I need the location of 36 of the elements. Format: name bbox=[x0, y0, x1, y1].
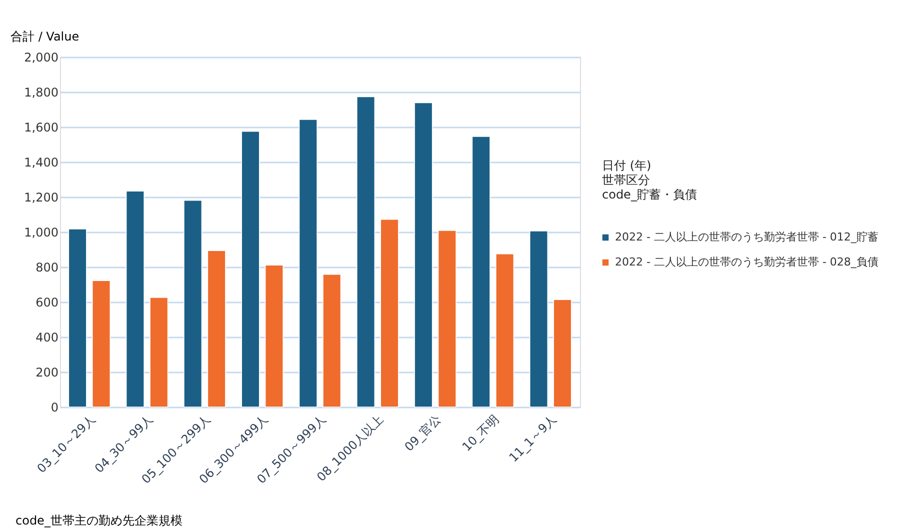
bar bbox=[322, 274, 342, 408]
bar bbox=[414, 102, 433, 408]
x-axis-title: code_世帯主の勤め先企業規模 bbox=[16, 514, 182, 528]
bar bbox=[92, 280, 111, 408]
bar bbox=[207, 250, 226, 408]
y-tick-label: 200 bbox=[36, 366, 58, 380]
y-tick-label: 800 bbox=[36, 260, 58, 274]
bar bbox=[438, 230, 456, 408]
bar bbox=[68, 228, 87, 408]
y-tick-label: 1,800 bbox=[24, 86, 58, 100]
bar bbox=[356, 96, 376, 408]
bar bbox=[150, 297, 168, 408]
legend-label: 2022 - 二人以上の世帯のうち勤労者世帯 - 028_負債 bbox=[615, 256, 878, 268]
bar bbox=[496, 253, 514, 408]
y-tick-label: 1,400 bbox=[24, 156, 58, 170]
bar bbox=[472, 136, 490, 408]
y-tick-label: 1,000 bbox=[24, 226, 58, 240]
y-tick-label: 600 bbox=[36, 296, 58, 310]
bar bbox=[264, 264, 284, 408]
y-tick-label: 1,600 bbox=[24, 120, 58, 134]
y-tick-label: 400 bbox=[36, 330, 58, 344]
y-tick-label: 0 bbox=[50, 400, 58, 414]
text: 世帯区分 bbox=[602, 173, 650, 187]
bar bbox=[380, 219, 399, 408]
legend-label: 2022 - 二人以上の世帯のうち勤労者世帯 - 012_貯蓄 bbox=[615, 230, 878, 244]
y-axis-title: 合計 / Value bbox=[10, 30, 80, 44]
bar bbox=[126, 190, 144, 408]
bar bbox=[184, 200, 202, 408]
y-tick-label: 2,000 bbox=[24, 50, 58, 64]
bar bbox=[553, 299, 572, 408]
y-tick-label: 1,200 bbox=[24, 190, 58, 204]
text: 日付 (年) bbox=[602, 158, 652, 172]
bar bbox=[241, 130, 260, 408]
bar bbox=[529, 230, 548, 408]
bar bbox=[298, 119, 318, 408]
text: code_貯蓄・負債 bbox=[602, 188, 697, 202]
